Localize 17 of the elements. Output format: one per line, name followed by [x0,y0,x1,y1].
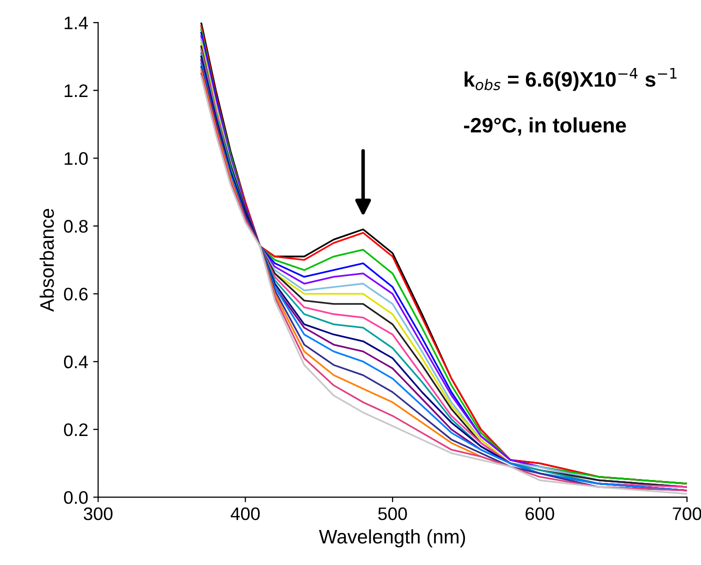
x-axis-title: Wavelength (nm) [318,529,466,548]
y-tick-label: 0.4 [64,356,88,368]
annotation: k$_{obs}$ = 6.6(9)X10$^{−4}$ s$^{−1}$ [464,68,677,91]
x-tick-label: 700 [672,507,701,520]
y-tick-label: 0.8 [64,220,88,233]
y-tick-label: 1.2 [64,84,88,97]
y-tick-label: 0.2 [64,423,88,436]
x-tick-label: 600 [526,507,554,520]
y-tick-label: 0.0 [64,491,88,504]
annotation: -29°C, in toluene [464,117,626,136]
x-tick-label: 500 [378,507,407,520]
x-tick-label: 300 [84,507,112,520]
y-tick-label: 0.6 [64,288,88,301]
x-tick-label: 400 [230,507,260,520]
y-tick-label: 1.4 [64,16,88,30]
y-tick-label: 1.0 [64,152,88,165]
y-axis-title: Absorbance [40,208,54,312]
